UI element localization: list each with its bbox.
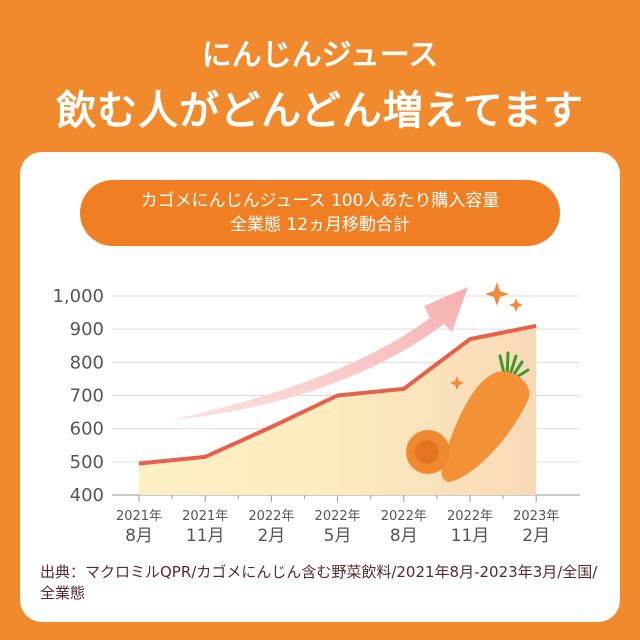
x-tick-label-year: 2021年 xyxy=(182,509,228,524)
x-tick-label-month: 11月 xyxy=(186,526,225,546)
x-tick-label-month: 5月 xyxy=(324,526,352,546)
x-tick-label-month: 8月 xyxy=(125,526,153,546)
y-tick-label: 400 xyxy=(70,485,104,506)
x-tick-label-year: 2022年 xyxy=(447,509,493,524)
y-tick-label: 1,000 xyxy=(52,286,104,307)
y-tick-label: 800 xyxy=(70,352,104,373)
x-tick-label-month: 8月 xyxy=(390,526,418,546)
y-tick-label: 700 xyxy=(70,386,104,407)
x-tick-label-year: 2022年 xyxy=(248,509,294,524)
sparkle-icon xyxy=(450,282,523,390)
x-tick-label-year: 2022年 xyxy=(381,509,427,524)
trend-arrow xyxy=(172,287,468,420)
headline-main: 飲む人がどんどん増えてます xyxy=(56,88,584,134)
chart-title-line1: カゴメにんじんジュース 100人あたり購入容量 xyxy=(140,191,500,211)
chart-title-pill: カゴメにんじんジュース 100人あたり購入容量 全業態 12ヵ月移動合計 xyxy=(80,180,560,246)
headline-top: にんじんジュース xyxy=(201,38,439,73)
y-tick-label: 900 xyxy=(70,319,104,340)
chart-title-line2: 全業態 12ヵ月移動合計 xyxy=(229,215,411,235)
x-tick-label-year: 2021年 xyxy=(116,509,162,524)
y-tick-label: 600 xyxy=(70,419,104,440)
x-tick-label-month: 11月 xyxy=(451,526,490,546)
carrot-icon xyxy=(406,351,530,482)
y-tick-label: 500 xyxy=(70,452,104,473)
x-tick-label-month: 2月 xyxy=(257,526,285,546)
x-tick-label-month: 2月 xyxy=(522,526,550,546)
x-tick-label-year: 2022年 xyxy=(315,509,361,524)
source-note: 出典：マクロミルQPR/カゴメにんじん含む野菜飲料/2021年8月-2023年3… xyxy=(40,563,598,602)
x-tick-label-year: 2023年 xyxy=(513,509,559,524)
